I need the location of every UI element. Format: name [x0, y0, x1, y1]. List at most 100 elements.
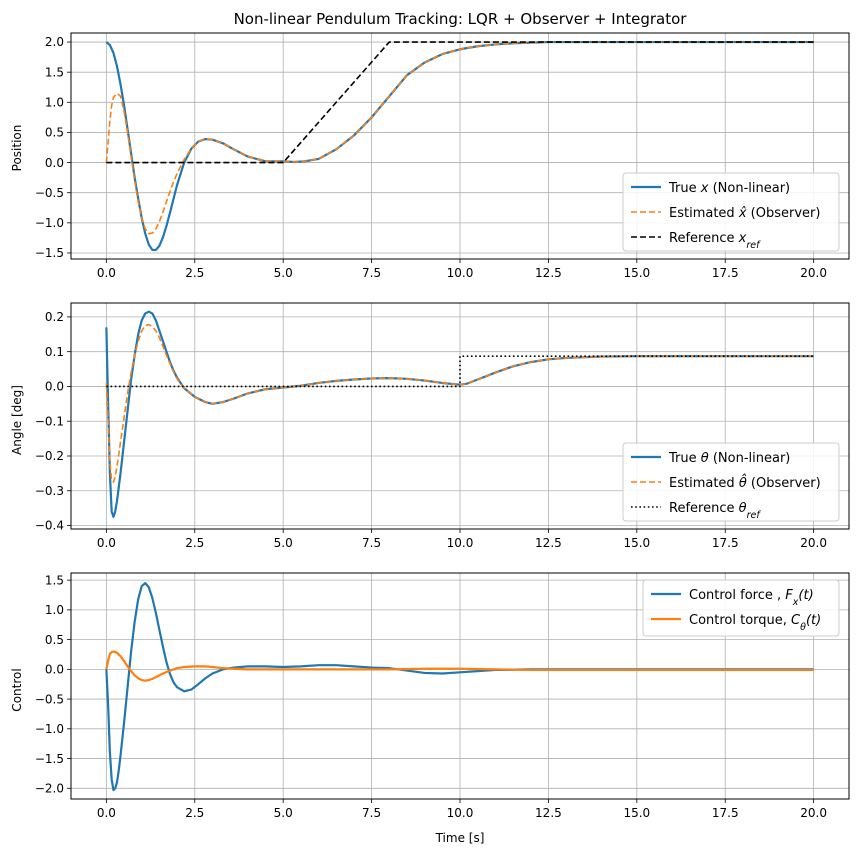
x-tick-label: 10.0: [447, 806, 474, 820]
legend-label: Control force , Fx(t): [689, 588, 814, 608]
x-axis-label-time: Time [s]: [435, 831, 485, 845]
x-tick-label: 20.0: [800, 536, 827, 550]
y-tick-label: −1.5: [35, 752, 64, 766]
y-tick-label: 2.0: [45, 35, 64, 49]
y-tick-label: 0.2: [45, 310, 64, 324]
y-tick-label: 0.0: [45, 380, 64, 394]
x-tick-label: 2.5: [185, 806, 204, 820]
legend-label-part: (: [798, 588, 804, 603]
legend-label-part: ): [808, 588, 814, 603]
legend-label-part: Estimated: [669, 476, 739, 491]
series-line-position-2: [106, 41, 814, 164]
legend-label-part: Control torque,: [689, 613, 791, 628]
legend-label: True θ (Non-linear): [668, 451, 790, 466]
panel-position: Position 0.0 2.5 5.0 7.5 10.0 12.5 15.0 17.5 20.…: [10, 32, 850, 280]
y-tick-label: 1.0: [45, 603, 64, 617]
y-tick-label: 0.5: [45, 126, 64, 140]
x-tick-label: 7.5: [362, 536, 381, 550]
legend-label: Reference θref: [669, 501, 761, 521]
y-axis-label-angle: Angle [deg]: [10, 385, 24, 455]
legend-label-part: ): [815, 613, 821, 628]
y-axis-label-control: Control: [10, 668, 24, 711]
y-tick-label: −0.2: [35, 449, 64, 463]
y-tick-label: 1.5: [45, 573, 64, 587]
x-tick-label: 10.0: [447, 536, 474, 550]
legend-box: [642, 579, 840, 637]
legend-label-part: θ: [739, 501, 747, 516]
legend-label-part: θ: [701, 451, 709, 466]
y-tick-label: −0.4: [35, 519, 64, 533]
y-tick-label: −0.5: [35, 186, 64, 200]
legend-label: True x (Non-linear): [668, 181, 790, 196]
legend-label-part: (Non-linear): [709, 451, 791, 466]
legend-label-part: θ̂: [739, 474, 747, 491]
y-tick-label: −2.0: [35, 781, 64, 795]
legend-box: [622, 172, 840, 252]
x-tick-label: 0.0: [97, 536, 116, 550]
x-tick-label: 12.5: [535, 806, 562, 820]
y-tick-label: 0.0: [45, 663, 64, 677]
legend-label-part: Reference: [669, 501, 739, 516]
legend-label-part: True: [668, 181, 701, 196]
x-tick-label: 7.5: [362, 266, 381, 280]
legend-label-part: t: [811, 613, 817, 628]
legend-label-part: (Non-linear): [708, 181, 790, 196]
series-line-position-1: [105, 41, 814, 235]
y-tick-label: 0.1: [45, 345, 64, 359]
x-tick-label: 2.5: [185, 266, 204, 280]
legend-label-part: Reference: [669, 231, 739, 246]
series-line-control-1: [105, 650, 814, 682]
series-group-control: [105, 582, 814, 792]
legend-label-part: True: [668, 451, 701, 466]
legend-label-part: F: [785, 588, 793, 603]
legend-label-part: (Observer): [747, 476, 821, 491]
legend-label-part: x̂: [738, 206, 747, 221]
y-tick-label: −0.3: [35, 484, 64, 498]
x-tick-label: 0.0: [97, 806, 116, 820]
x-tick-label: 2.5: [185, 536, 204, 550]
y-tick-label: 0.0: [45, 156, 64, 170]
legend-angle: True θ (Non-linear) Estimated θ̂ (Observe…: [622, 442, 840, 522]
x-tick-label: 20.0: [800, 266, 827, 280]
x-tick-label: 12.5: [535, 266, 562, 280]
legend-label: Estimated θ̂ (Observer): [669, 474, 821, 491]
legend-label-part: Control force ,: [689, 588, 785, 603]
legend-label: Control torque, Cθ(t): [689, 613, 821, 633]
x-tick-label: 17.5: [712, 806, 739, 820]
legend-label-part: x: [792, 597, 799, 608]
y-axis-label-position: Position: [10, 125, 24, 172]
y-tick-label: 1.0: [45, 96, 64, 110]
x-tick-label: 10.0: [447, 266, 474, 280]
x-tick-label: 15.0: [623, 266, 650, 280]
legend-control: Control force , Fx(t)Control torque, Cθ(…: [642, 579, 840, 637]
x-tick-label: 15.0: [623, 806, 650, 820]
series-line-angle-1: [105, 323, 814, 483]
legend-label: Reference xref: [669, 231, 761, 251]
x-tick-label: 5.0: [274, 266, 293, 280]
y-tick-label: −0.5: [35, 692, 64, 706]
y-tick-label: −1.5: [35, 246, 64, 260]
y-tick-label: −1.0: [35, 216, 64, 230]
x-tick-label: 17.5: [712, 536, 739, 550]
y-tick-label: −1.0: [35, 722, 64, 736]
x-tick-label: 20.0: [800, 806, 827, 820]
x-tick-label: 15.0: [623, 536, 650, 550]
y-tick-label: −0.1: [35, 414, 64, 428]
grid-control: [71, 573, 849, 799]
legend-label-part: ref: [746, 240, 761, 251]
legend-label-part: ref: [747, 510, 762, 521]
x-tick-label: 5.0: [274, 806, 293, 820]
y-tick-label: 0.5: [45, 633, 64, 647]
legend-position: True x (Non-linear) Estimated x̂ (Observe…: [622, 172, 840, 252]
legend-label-part: θ: [800, 622, 806, 633]
series-line-angle-2: [106, 355, 814, 388]
legend-label-part: t: [803, 588, 809, 603]
panel-control: Control Time [s] 0.0 2.5 5.0 7.5 10.0 12.5 15.…: [10, 572, 850, 845]
legend-label-part: (: [806, 613, 812, 628]
legend-label-part: C: [791, 613, 801, 628]
legend-label-part: Estimated: [669, 206, 739, 221]
x-tick-label: 17.5: [712, 266, 739, 280]
series-group-angle: [105, 310, 814, 518]
x-tick-label: 5.0: [274, 536, 293, 550]
